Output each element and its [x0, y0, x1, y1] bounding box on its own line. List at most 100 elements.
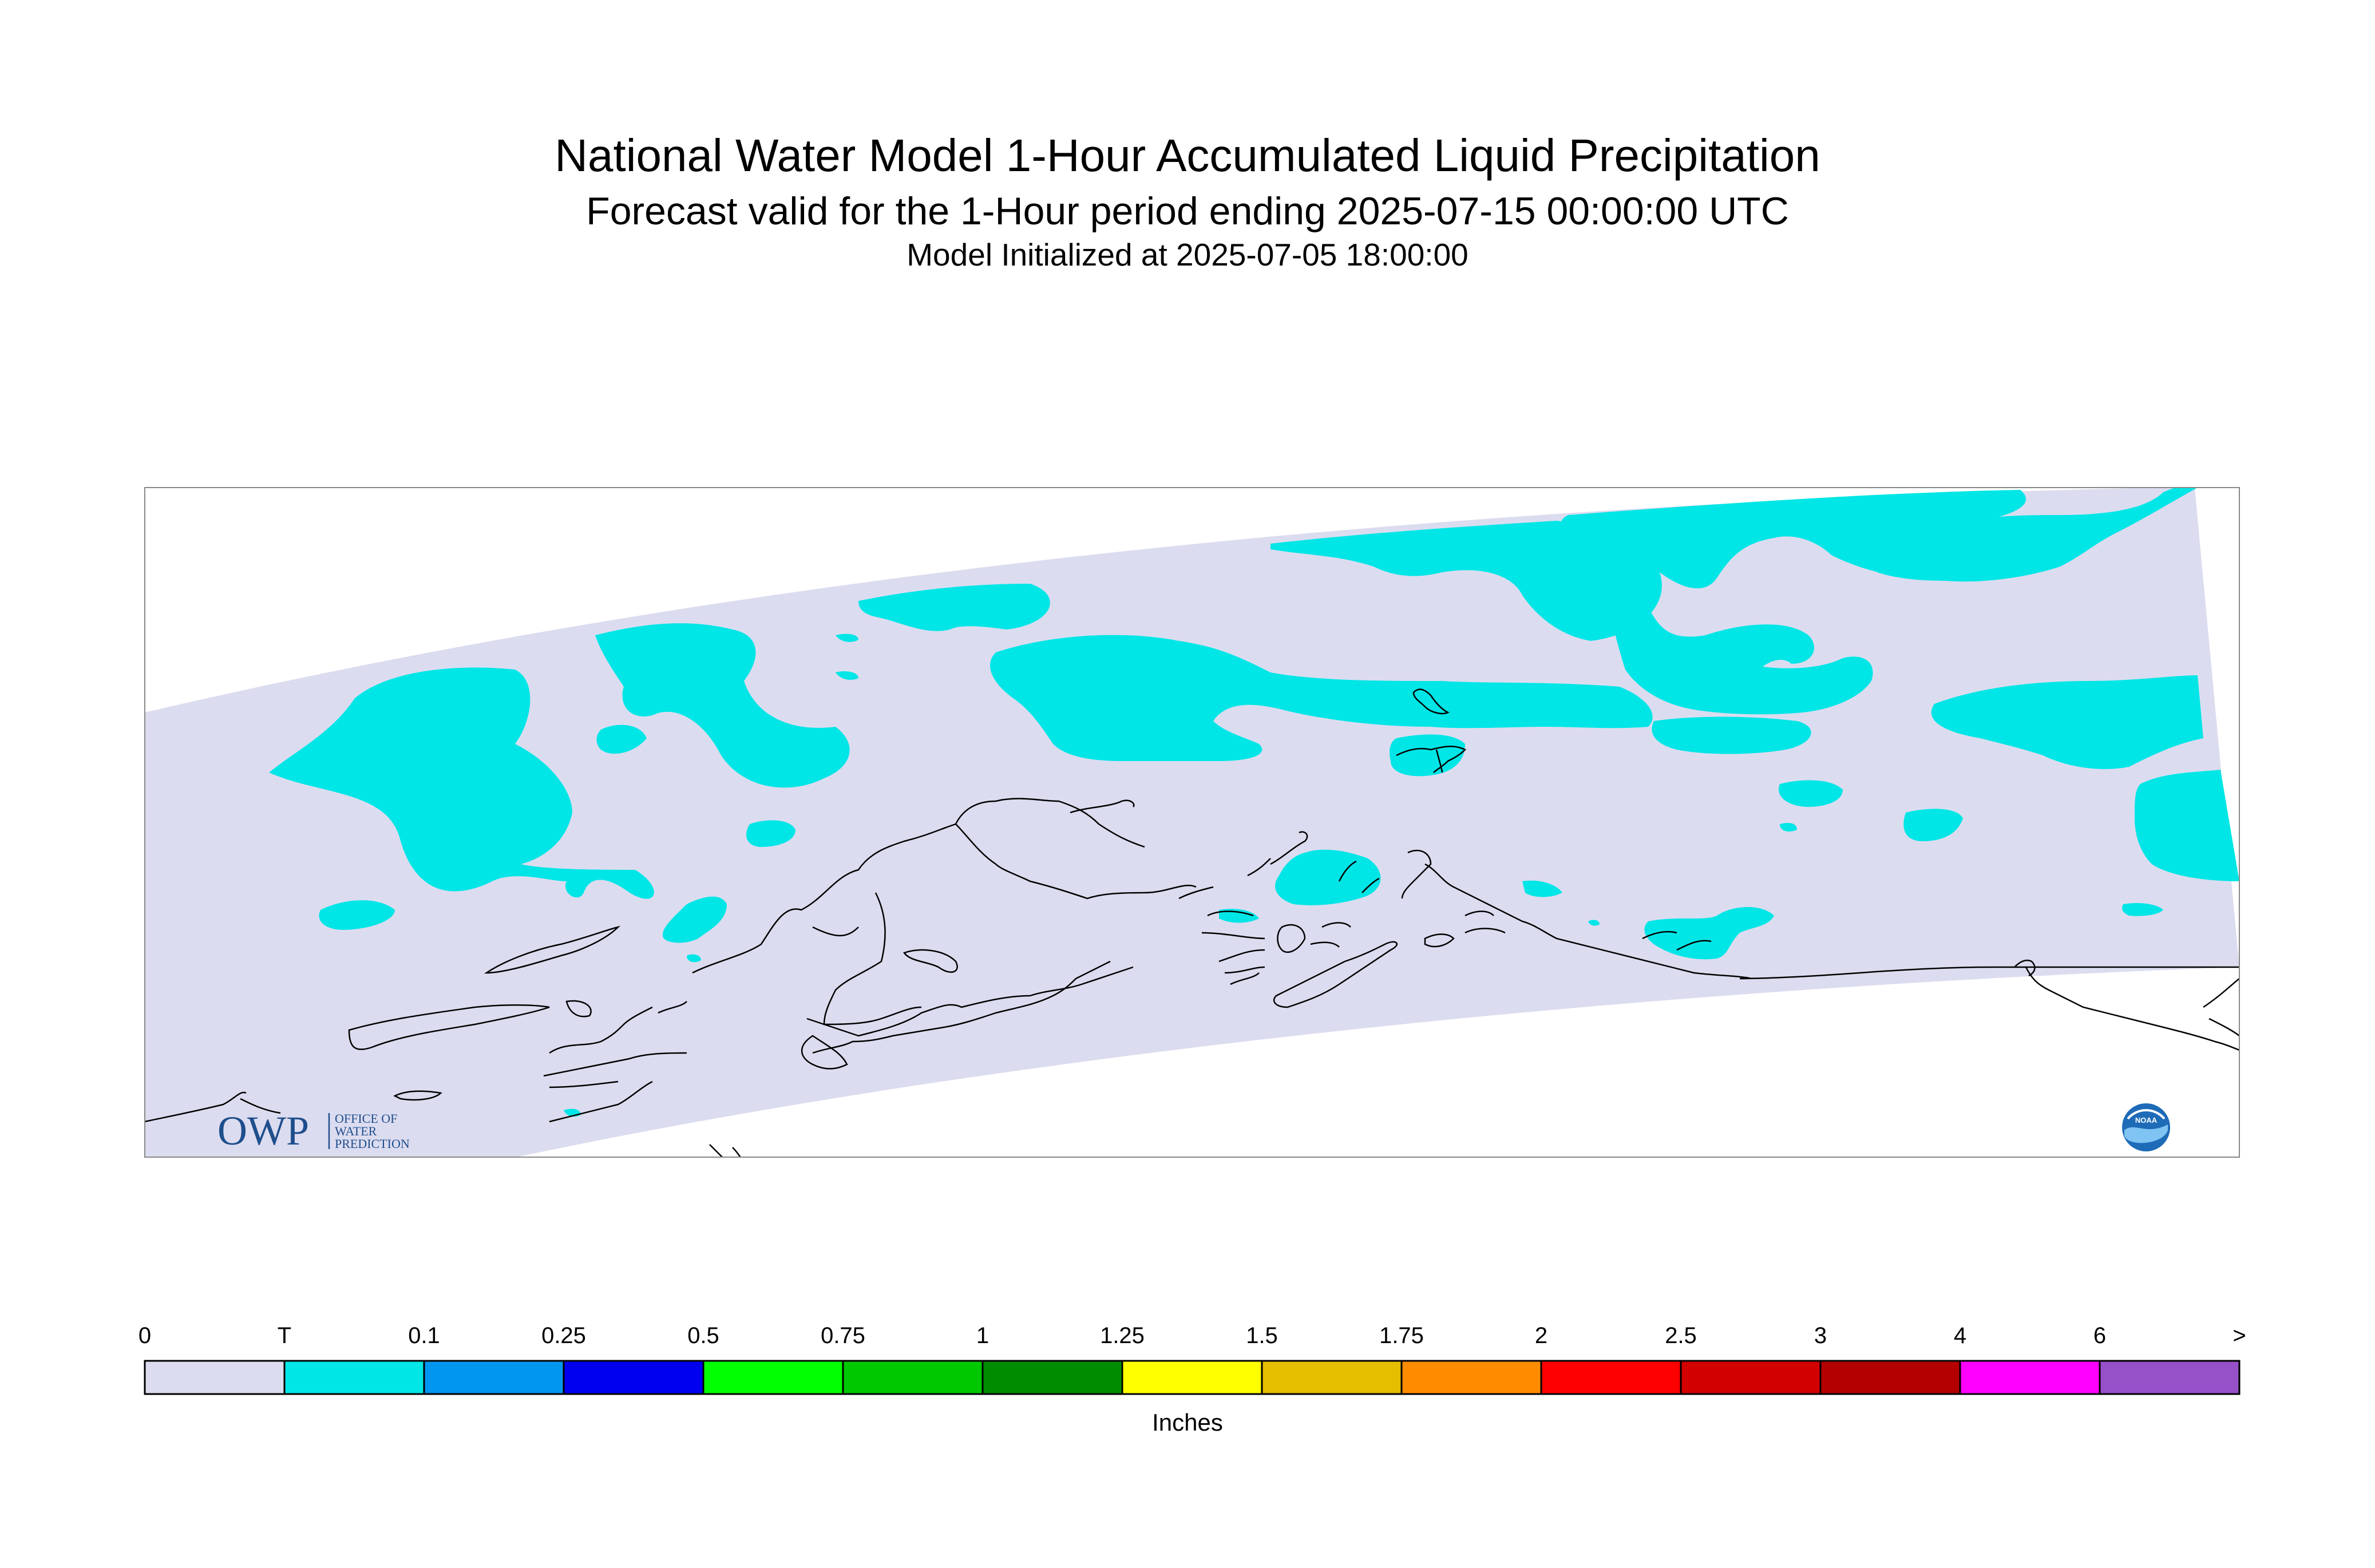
colorbar-swatch [842, 1360, 984, 1395]
coastline [1277, 924, 1306, 953]
coastline [709, 1144, 742, 1157]
coastline [2203, 978, 2239, 1036]
coastline [692, 798, 1145, 974]
coastline [2025, 967, 2239, 1051]
precip-area [836, 633, 858, 642]
colorbar-tick-label: 1 [976, 1323, 989, 1348]
coastline [1338, 860, 1380, 893]
coastline [806, 966, 1134, 1037]
coastline [801, 1035, 848, 1070]
colorbar-swatch [1680, 1360, 1822, 1395]
coastline [812, 960, 1111, 1054]
precip-area [1931, 675, 2203, 769]
precip-area [858, 584, 1050, 631]
colorbar-swatch [563, 1360, 704, 1395]
precip-area [836, 671, 858, 680]
precip-area [990, 635, 1653, 761]
colorbar-swatch [1261, 1360, 1403, 1395]
precip-area [1903, 809, 1963, 841]
colorbar-swatch [2099, 1360, 2241, 1395]
coastline [484, 925, 621, 974]
precip-area [687, 954, 701, 963]
colorbar-tick-label: > [2232, 1323, 2246, 1348]
map-title: National Water Model 1-Hour Accumulated … [555, 130, 1820, 181]
forecast-valid-subtitle: Forecast valid for the 1-Hour period end… [586, 189, 1789, 233]
noaa-logo-bird [2127, 1109, 2166, 1120]
colorbar-tick-label: 3 [1814, 1323, 1827, 1348]
colorbar-tick-label: 0 [138, 1323, 152, 1348]
precip-area [746, 820, 795, 847]
colorbar-swatch [144, 1360, 286, 1395]
owp-logo-line-2: WATER [335, 1124, 377, 1138]
colorbar-swatch [1959, 1360, 2101, 1395]
model-init-subtitle: Model Initialized at 2025-07-05 18:00:00 [907, 237, 1468, 272]
coastlines [145, 688, 2239, 1157]
precip-area [595, 623, 850, 788]
colorbar-swatch [423, 1360, 565, 1395]
coastline [903, 949, 958, 973]
precip-area [319, 900, 395, 930]
precip-area [1390, 734, 1465, 777]
colorbar-tick-label: 1.25 [1100, 1323, 1145, 1348]
noaa-logo: NOAA [2122, 1103, 2170, 1151]
coastline [549, 1080, 653, 1123]
map-frame [144, 487, 2240, 1158]
precip-area [2135, 770, 2239, 881]
owp-logo-line-1: OFFICE OF [335, 1111, 397, 1126]
owp-logo: OWP OFFICE OF WATER PREDICTION [217, 1108, 410, 1154]
coastline [2014, 959, 2036, 977]
coastline [955, 823, 1197, 900]
coastline [1464, 910, 1506, 934]
precip-area [2122, 903, 2163, 916]
coastline [1396, 746, 1467, 773]
colorbar-swatch [702, 1360, 844, 1395]
colorbar [144, 1360, 2241, 1395]
colorbar-tick-label: 6 [2093, 1323, 2107, 1348]
precip-area [1779, 780, 1843, 807]
precip-area [596, 724, 647, 754]
colorbar-tick-label: 0.25 [541, 1323, 586, 1348]
coastline [1178, 886, 1265, 940]
precipitation-areas [269, 488, 2239, 1117]
map-content [145, 488, 2239, 1157]
coastline [823, 892, 922, 1025]
precip-area [1652, 716, 1811, 754]
coastline [1739, 966, 2239, 980]
colorbar-tick-label: 0.75 [821, 1323, 865, 1348]
coastline [1273, 941, 1398, 1008]
coastline [1401, 849, 1752, 980]
owp-logo-line-3: PREDICTION [335, 1137, 410, 1151]
coastline [1247, 831, 1308, 877]
colorbar-tick-label: 0.5 [687, 1323, 719, 1348]
colorbar-swatch [981, 1360, 1123, 1395]
colorbar-tick-label: 2.5 [1665, 1323, 1697, 1348]
coastline [1310, 922, 1351, 948]
coastline [543, 1052, 687, 1088]
colorbar-swatch [283, 1360, 425, 1395]
precip-area [269, 667, 654, 899]
precip-area [1219, 909, 1259, 923]
colorbar-swatch [1400, 1360, 1542, 1395]
owp-logo-mark: OWP [217, 1108, 309, 1154]
colorbar-tick-label: T [277, 1323, 292, 1348]
coastline [549, 1001, 687, 1054]
precip-area [1591, 571, 1873, 715]
coastline [393, 1090, 442, 1101]
colorbar-swatch [1819, 1360, 1961, 1395]
coastline [348, 1004, 550, 1050]
colorbar-tick-label: 1.5 [1246, 1323, 1278, 1348]
colorbar-tick-label: 2 [1534, 1323, 1548, 1348]
precip-area [1522, 880, 1562, 897]
coastline [1218, 949, 1265, 985]
precip-area [1270, 521, 1662, 641]
precip-area [663, 896, 727, 943]
precip-area [1588, 920, 1600, 926]
precip-area [1780, 823, 1797, 831]
precip-area [1275, 849, 1381, 905]
colorbar-tick-label: 4 [1953, 1323, 1967, 1348]
colorbar-swatch [1540, 1360, 1682, 1395]
coastline [1424, 933, 1455, 948]
colorbar-units: Inches [1152, 1409, 1223, 1436]
coastline [565, 1000, 592, 1017]
